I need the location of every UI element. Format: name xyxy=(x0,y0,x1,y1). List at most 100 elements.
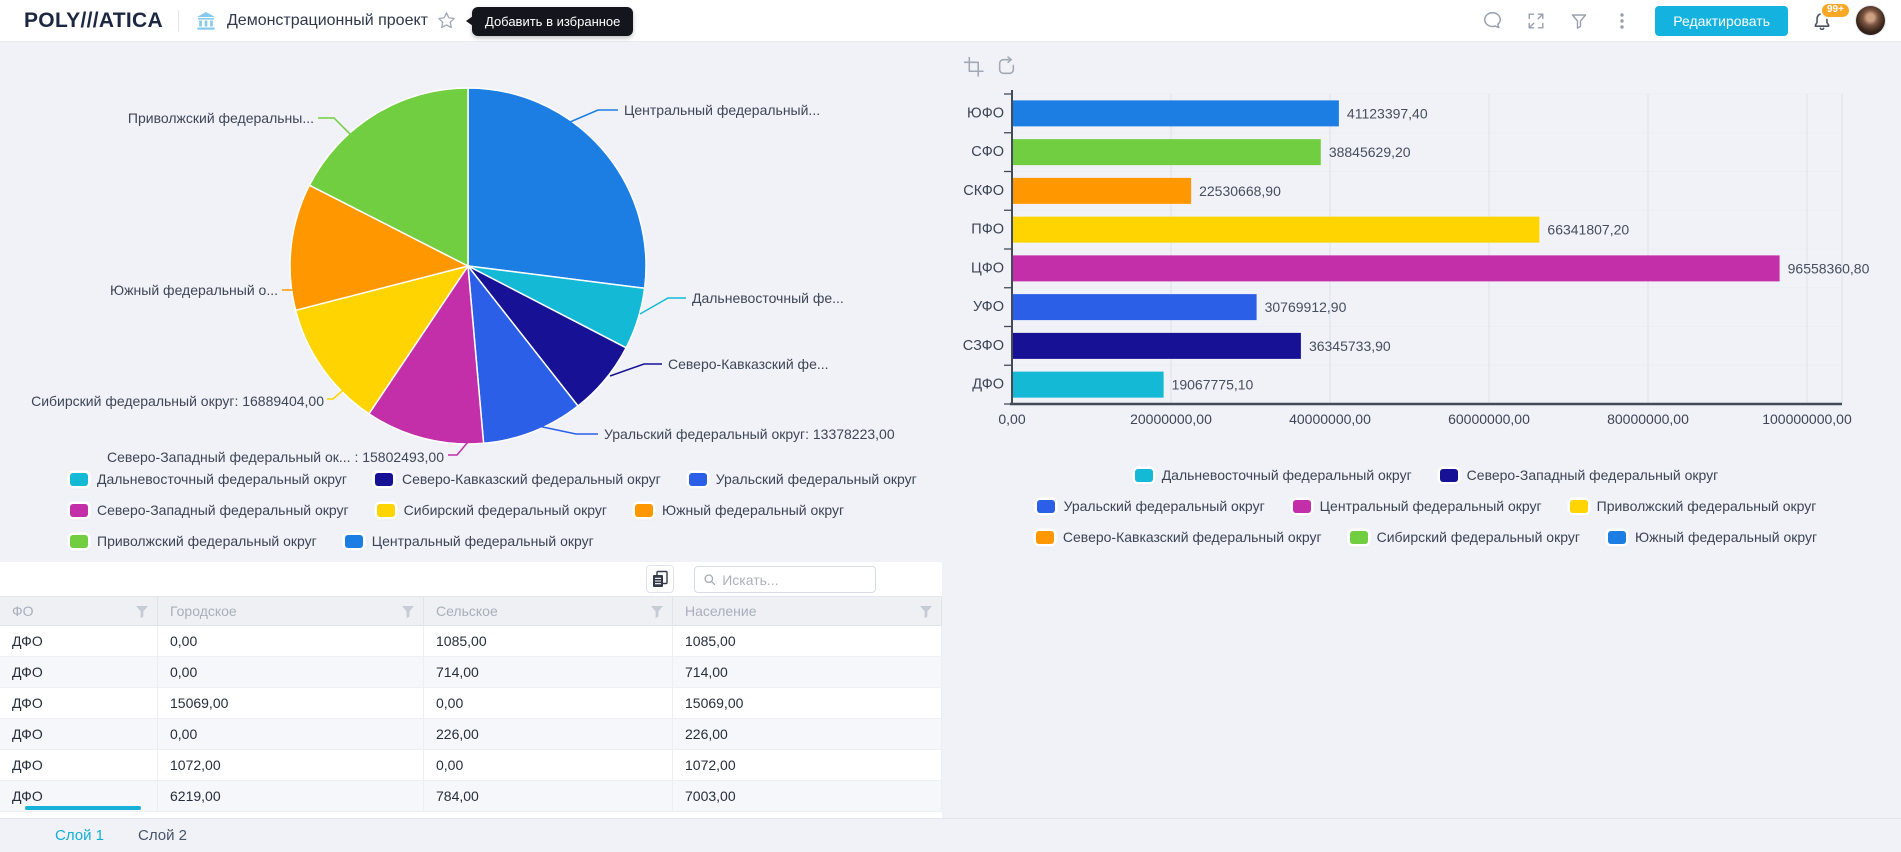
table-cell: 1085,00 xyxy=(673,626,942,656)
legend-item[interactable]: Приволжский федеральный округ xyxy=(70,533,317,549)
column-filter-icon[interactable] xyxy=(650,605,664,619)
legend-color-chip xyxy=(70,503,88,517)
bar-ДФО[interactable] xyxy=(1012,371,1164,398)
legend-item[interactable]: Дальневосточный федеральный округ xyxy=(70,471,347,487)
legend-label: Северо-Кавказский федеральный округ xyxy=(401,471,661,487)
bar-ЮФО[interactable] xyxy=(1012,100,1339,127)
pie-chart-legend: Дальневосточный федеральный округ Северо-… xyxy=(70,466,950,554)
bar-category-label: УФО xyxy=(973,299,1004,315)
legend-label: Дальневосточный федеральный округ xyxy=(1161,467,1412,483)
pie-callout-label: Уральский федеральный округ: 13378223,00 xyxy=(604,426,895,442)
table-row[interactable]: ДФО 0,00 714,00 714,00 xyxy=(0,657,942,688)
legend-color-chip xyxy=(70,534,88,548)
legend-color-chip xyxy=(1134,468,1153,482)
bar-chart-toolbar xyxy=(963,56,1017,77)
pie-callout-label: Приволжский федеральны... xyxy=(128,110,314,126)
legend-item[interactable]: Центральный федеральный округ xyxy=(1292,498,1542,514)
legend-item[interactable]: Сибирский федеральный округ xyxy=(1349,529,1580,545)
legend-color-chip xyxy=(1569,499,1588,513)
x-tick-label: 40000000,00 xyxy=(1289,411,1371,427)
pie-callout-line xyxy=(639,297,686,315)
more-menu-icon[interactable] xyxy=(1612,11,1632,31)
legend-item[interactable]: Сибирский федеральный округ xyxy=(376,502,607,518)
table-row[interactable]: ДФО 0,00 1085,00 1085,00 xyxy=(0,626,942,657)
bar-СФО[interactable] xyxy=(1012,139,1321,166)
legend-item[interactable]: Дальневосточный федеральный округ xyxy=(1134,467,1412,483)
legend-color-chip xyxy=(70,472,88,486)
bar-chart-legend: Дальневосточный федеральный округ Северо-… xyxy=(952,462,1901,550)
legend-label: Центральный федеральный округ xyxy=(1319,498,1542,514)
pie-slice[interactable] xyxy=(294,265,469,415)
pie-callout-label: Северо-Западный федеральный ок... : 1580… xyxy=(107,449,444,465)
pie-slice[interactable] xyxy=(467,87,647,290)
polymatica-logo: POLY///ATICA xyxy=(24,8,163,32)
favorite-star-icon[interactable] xyxy=(437,11,456,30)
legend-item[interactable]: Приволжский федеральный округ xyxy=(1569,498,1816,514)
comments-icon[interactable] xyxy=(1482,10,1503,31)
bar-УФО[interactable] xyxy=(1012,294,1257,321)
table-cell: 1085,00 xyxy=(424,626,673,656)
bar-value-label: 41123397,40 xyxy=(1347,105,1428,121)
legend-item[interactable]: Южный федеральный округ xyxy=(634,502,844,518)
table-cell: 15069,00 xyxy=(158,688,424,718)
pie-callout-line xyxy=(609,363,662,377)
pie-callout-line xyxy=(448,441,469,456)
pie-callout-line xyxy=(537,425,598,435)
x-tick-label: 20000000,00 xyxy=(1130,411,1212,427)
notifications-bell-icon[interactable]: 99+ xyxy=(1811,1,1851,32)
legend-item[interactable]: Северо-Кавказский федеральный округ xyxy=(374,471,661,487)
table-row[interactable]: ДФО 0,00 226,00 226,00 xyxy=(0,719,942,750)
bar-category-label: СЗФО xyxy=(963,338,1004,354)
search-icon xyxy=(704,574,716,586)
legend-item[interactable]: Центральный федеральный округ xyxy=(344,533,594,549)
legend-item[interactable]: Северо-Кавказский федеральный округ xyxy=(1035,529,1322,545)
pie-slice[interactable] xyxy=(308,87,469,267)
layer-tab-1[interactable]: Слой 1 xyxy=(55,827,104,844)
table-toolbar xyxy=(0,562,942,596)
legend-color-chip xyxy=(1439,468,1458,482)
x-tick-label: 0,00 xyxy=(998,411,1025,427)
user-avatar[interactable] xyxy=(1856,6,1885,35)
copy-table-icon[interactable] xyxy=(646,565,674,593)
legend-item[interactable]: Уральский федеральный округ xyxy=(1036,498,1265,514)
filter-icon[interactable] xyxy=(1569,11,1589,31)
table-row[interactable]: ДФО 6219,00 784,00 7003,00 xyxy=(0,781,942,812)
bar-ЦФО[interactable] xyxy=(1012,255,1780,282)
layer-tab-2[interactable]: Слой 2 xyxy=(137,827,187,844)
legend-label: Уральский федеральный округ xyxy=(715,471,917,487)
fullscreen-icon[interactable] xyxy=(1526,11,1546,31)
bar-СКФО[interactable] xyxy=(1012,177,1192,204)
legend-color-chip xyxy=(1292,499,1311,513)
edit-button[interactable]: Редактировать xyxy=(1655,5,1788,36)
table-cell: 7003,00 xyxy=(673,781,942,811)
table-row[interactable]: ДФО 15069,00 0,00 15069,00 xyxy=(0,688,942,719)
table-row[interactable]: ДФО 1072,00 0,00 1072,00 xyxy=(0,750,942,781)
column-filter-icon[interactable] xyxy=(919,605,933,619)
legend-item[interactable]: Уральский федеральный округ xyxy=(688,471,917,487)
legend-label: Центральный федеральный округ xyxy=(371,533,594,549)
pie-slice[interactable] xyxy=(289,184,469,312)
notifications-badge: 99+ xyxy=(1820,1,1851,19)
legend-item[interactable]: Южный федеральный округ xyxy=(1607,529,1817,545)
bar-value-label: 96558360,80 xyxy=(1788,260,1870,276)
column-header-2: Городское xyxy=(158,597,424,625)
column-filter-icon[interactable] xyxy=(401,605,415,619)
legend-color-chip xyxy=(1349,530,1368,544)
bar-СЗФО[interactable] xyxy=(1012,332,1301,359)
pie-callout-label: Дальневосточный фе... xyxy=(692,290,844,306)
table-cell: 0,00 xyxy=(424,688,673,718)
search-input[interactable] xyxy=(722,571,867,588)
bar-ПФО[interactable] xyxy=(1012,216,1540,243)
table-cell: 0,00 xyxy=(424,750,673,780)
pie-slice[interactable] xyxy=(368,265,485,445)
table-body: ДФО 0,00 1085,00 1085,00 ДФО 0,00 714,00 714,00… xyxy=(0,626,942,812)
horizontal-scrollbar[interactable] xyxy=(25,806,141,810)
zoom-selection-icon[interactable] xyxy=(963,56,984,77)
legend-item[interactable]: Северо-Западный федеральный округ xyxy=(70,502,349,518)
reset-zoom-icon[interactable] xyxy=(996,56,1017,77)
pie-slice[interactable] xyxy=(467,265,579,445)
legend-row: Северо-Западный федеральный округ Сибирск… xyxy=(70,497,844,523)
column-filter-icon[interactable] xyxy=(135,605,149,619)
legend-item[interactable]: Северо-Западный федеральный округ xyxy=(1439,467,1718,483)
table-cell: 714,00 xyxy=(424,657,673,687)
